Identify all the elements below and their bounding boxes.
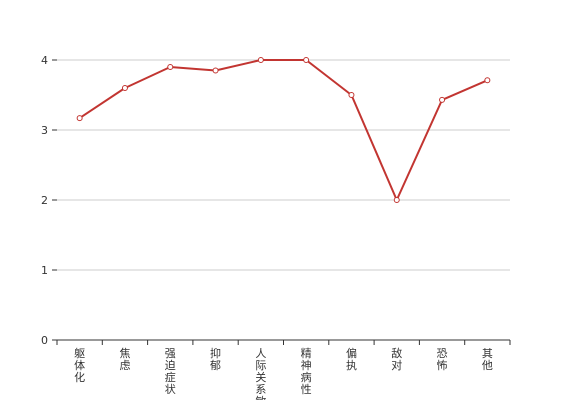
y-tick-labels: 0 1 2 3 4 [41, 54, 48, 347]
grid-lines [57, 59, 510, 271]
data-point [167, 64, 174, 70]
data-point [76, 115, 83, 122]
x-tick-label: 恐怖 [437, 347, 448, 372]
data-point [212, 67, 219, 74]
x-tick-label: 抑郁 [210, 346, 221, 372]
y-tick-label: 4 [41, 54, 48, 67]
x-tick-label: 精神病性 [301, 347, 312, 396]
data-point [121, 85, 128, 91]
series [76, 57, 491, 203]
x-tick-label: 敌对 [391, 346, 402, 372]
x-tick-label: 躯体化 [74, 347, 85, 384]
y-tick-label: 2 [41, 194, 48, 207]
x-tick-label: 焦虑 [119, 347, 130, 372]
x-tick-label: 其他 [482, 347, 493, 372]
axes [52, 59, 511, 345]
data-point [439, 96, 446, 103]
y-tick-label: 0 [41, 334, 48, 347]
x-tick-labels: 躯体化 焦虑 强迫症状 抑郁 人际关系敏感 精神病性 偏执 敌对 恐怖 其他 [74, 346, 493, 400]
data-point [303, 57, 310, 63]
x-tick-label: 人际关系敏感 [255, 347, 266, 400]
data-point [393, 197, 400, 203]
data-point [484, 77, 491, 84]
data-point [348, 92, 355, 98]
y-tick-label: 1 [41, 264, 48, 277]
data-point [257, 57, 264, 63]
series-line [79, 59, 488, 201]
x-tick-label: 强迫症状 [165, 347, 176, 396]
x-tick-label: 偏执 [346, 346, 357, 372]
y-tick-label: 3 [41, 124, 48, 137]
